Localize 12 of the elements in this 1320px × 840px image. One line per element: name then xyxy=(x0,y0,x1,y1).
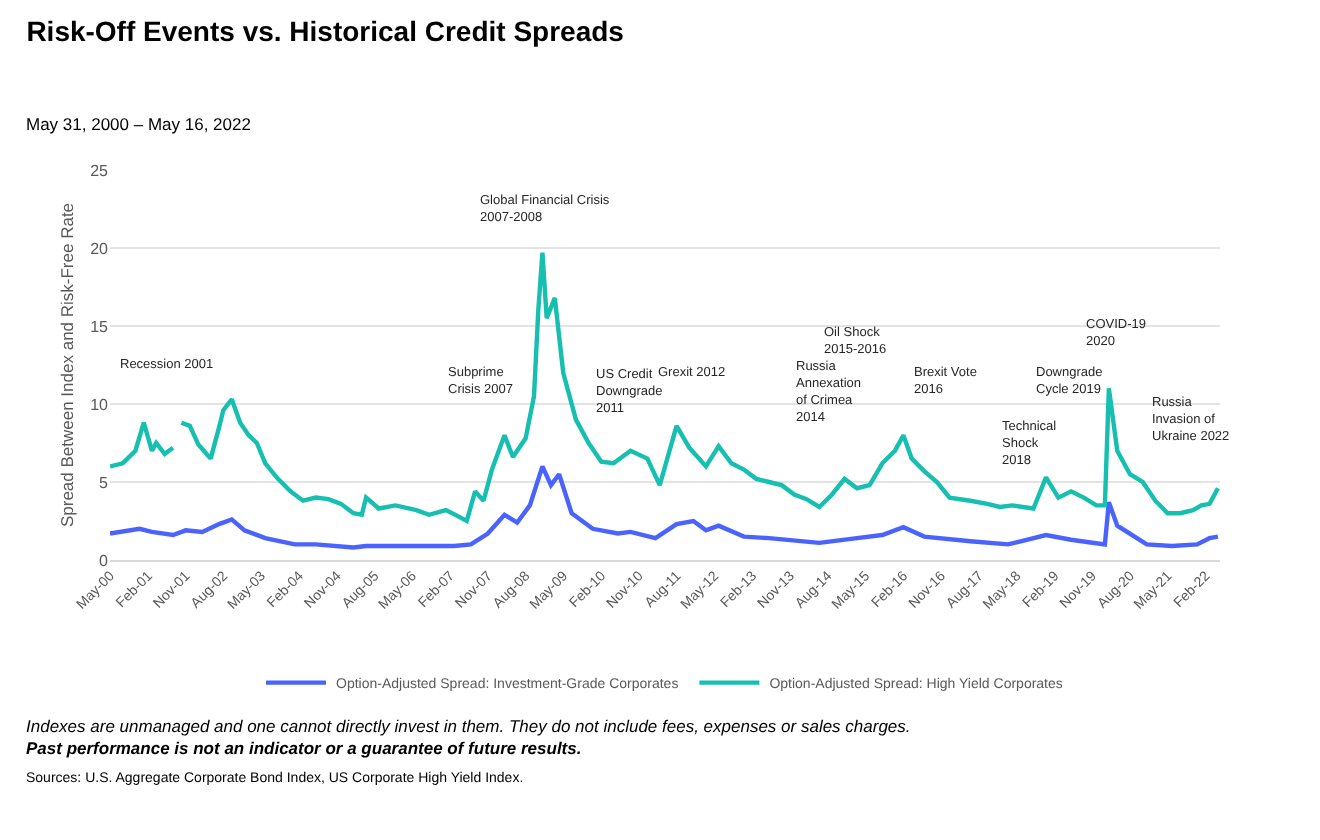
y-tick-label: 0 xyxy=(99,551,110,570)
chart-title: Risk-Off Events vs. Historical Credit Spreads xyxy=(26,14,625,47)
y-axis-title: Spread Between Index and Risk-Free Rate xyxy=(57,202,78,528)
line-series xyxy=(110,464,1220,550)
text: Past performance is not an indicator or a guarantee of future results. xyxy=(26,738,582,759)
y-tick-label: 15 xyxy=(90,317,110,336)
y-tick-label: 20 xyxy=(90,239,110,258)
chart-subtitle: May 31, 2000 – May 16, 2022 xyxy=(26,114,252,134)
y-tick-label: 25 xyxy=(90,161,110,180)
y-tick-label: 5 xyxy=(99,473,110,492)
text: Indexes are unmanaged and one cannot directly invest in them. They do not include fees, expenses or sales charges. xyxy=(26,716,911,736)
y-tick-label: 10 xyxy=(90,395,110,414)
